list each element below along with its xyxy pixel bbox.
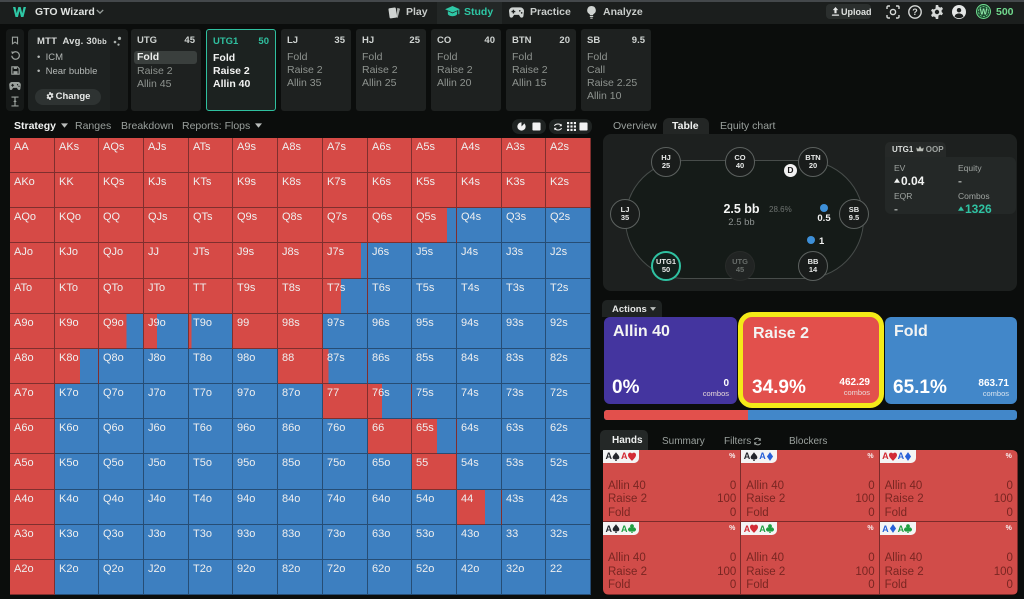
svg-text:?: ?	[912, 7, 918, 17]
svg-text:W: W	[980, 8, 988, 17]
